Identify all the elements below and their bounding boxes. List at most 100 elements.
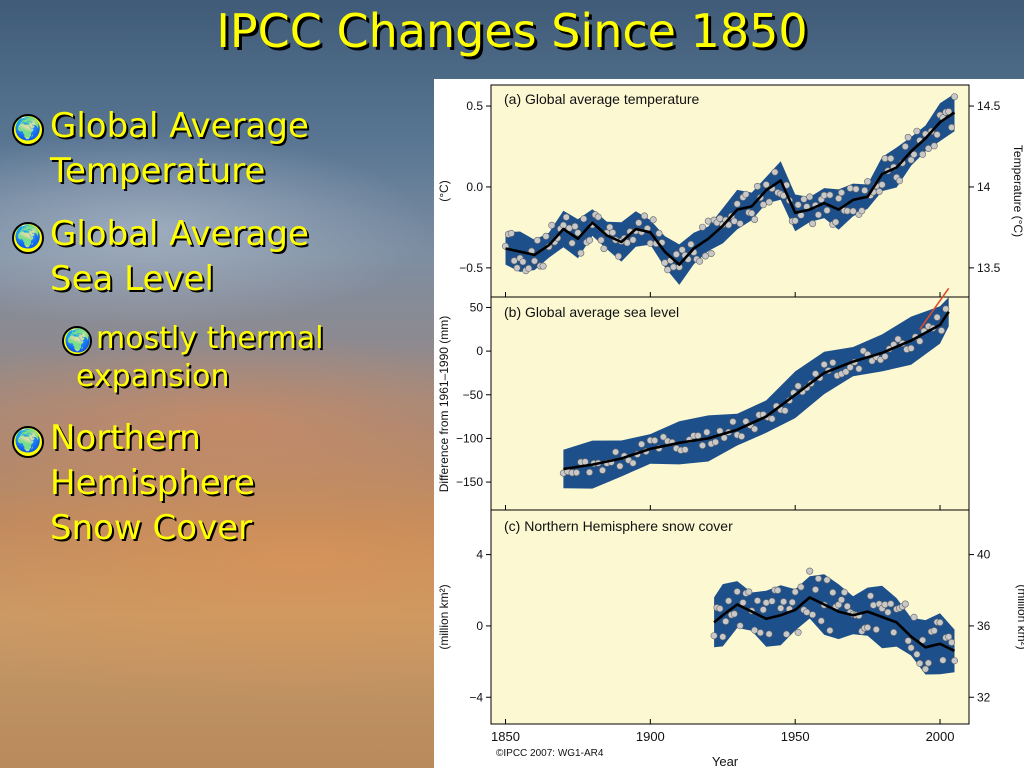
y-tick-label: −50 — [463, 388, 484, 402]
observation-point — [756, 629, 764, 637]
observation-point — [791, 217, 799, 225]
observation-point — [725, 221, 733, 229]
observation-point — [933, 313, 941, 321]
observation-point — [895, 177, 903, 185]
observation-point — [629, 459, 637, 467]
observation-point — [765, 198, 773, 206]
uncertainty-band-1 — [563, 297, 949, 489]
y-tick-label: −100 — [456, 431, 483, 445]
observation-point — [768, 415, 776, 423]
observation-point — [655, 229, 663, 237]
observation-point — [703, 428, 711, 436]
ipcc-figure: (a) Global average temperature (b) Globa… — [434, 79, 1024, 769]
observation-point — [678, 246, 686, 254]
y-tick-label: −150 — [456, 475, 483, 489]
observation-point — [753, 597, 761, 605]
observation-point — [638, 440, 646, 448]
observation-point — [616, 462, 624, 470]
observation-point — [573, 469, 581, 477]
y-tick-label: 0.5 — [466, 99, 483, 113]
observation-point — [907, 644, 915, 652]
observation-point — [800, 195, 808, 203]
observation-point — [765, 630, 773, 638]
observation-point — [921, 665, 929, 673]
observation-point — [875, 188, 883, 196]
observation-point — [696, 257, 704, 265]
observation-point — [794, 201, 802, 209]
observation-point — [738, 432, 746, 440]
satellite-series-line — [919, 287, 950, 330]
observation-point — [594, 213, 602, 221]
x-tick-label: 2000 — [926, 729, 955, 744]
observation-point — [864, 623, 872, 631]
observation-point — [707, 250, 715, 258]
panel-a-frame — [490, 84, 970, 298]
observation-point — [751, 425, 759, 433]
observation-point — [933, 131, 941, 139]
observation-point — [701, 252, 709, 260]
observation-point — [872, 625, 880, 633]
observation-point — [840, 588, 848, 596]
observation-point — [829, 588, 837, 596]
y-tick-label: 0.0 — [466, 180, 483, 194]
observation-point — [788, 598, 796, 606]
observation-point — [730, 610, 738, 618]
panel-b-title: (b) Global average sea level — [504, 304, 679, 320]
observation-point — [586, 468, 594, 476]
bullet-text-line1: Global Average — [50, 214, 309, 254]
observation-point — [599, 466, 607, 474]
observation-point — [711, 438, 719, 446]
observation-point — [600, 245, 608, 253]
observation-point — [881, 352, 889, 360]
globe-icon: 🌍 — [62, 326, 92, 356]
observation-point — [615, 252, 623, 260]
panel-a-ylabel-right: Temperature (°C) — [1011, 145, 1024, 237]
observation-point — [852, 185, 860, 193]
observation-point — [525, 264, 533, 272]
observation-point — [843, 602, 851, 610]
observation-point — [623, 239, 631, 247]
observation-point — [651, 436, 659, 444]
observation-point — [866, 592, 874, 600]
x-tick-label: 1950 — [781, 729, 810, 744]
observation-point — [574, 229, 582, 237]
y-right-tick-label: 36 — [977, 619, 991, 633]
observation-point — [751, 216, 759, 224]
observation-point — [829, 359, 837, 367]
observation-point — [887, 600, 895, 608]
observation-point — [904, 133, 912, 141]
observation-point — [794, 628, 802, 636]
x-tick-label: 1850 — [491, 729, 520, 744]
observation-point — [580, 215, 588, 223]
bullet-text-line2: expansion — [76, 359, 230, 394]
observation-point — [762, 599, 770, 607]
observation-point — [939, 656, 947, 664]
observation-point — [759, 201, 767, 209]
observation-point — [694, 432, 702, 440]
observation-point — [894, 335, 902, 343]
observation-point — [698, 441, 706, 449]
observation-point — [901, 143, 909, 151]
panel-c-ylabel: (million km²) — [437, 584, 451, 649]
observation-point — [698, 223, 706, 231]
slide-title: IPCC Changes Since 1850 — [216, 4, 808, 58]
observation-point — [809, 220, 817, 228]
ipcc-figure-svg: (a) Global average temperature (b) Globa… — [437, 84, 1024, 769]
observation-point — [858, 207, 866, 215]
observation-point — [531, 257, 539, 265]
observation-point — [739, 599, 747, 607]
observation-point — [730, 217, 738, 225]
observation-point — [814, 575, 822, 583]
observation-point — [913, 127, 921, 135]
observation-point — [826, 626, 834, 634]
observation-point — [806, 567, 814, 575]
observation-point — [782, 630, 790, 638]
observation-point — [559, 221, 567, 229]
observation-point — [777, 604, 785, 612]
observation-point — [823, 576, 831, 584]
observation-point — [869, 601, 877, 609]
observation-point — [811, 586, 819, 594]
observation-point — [586, 236, 594, 244]
observation-point — [916, 659, 924, 667]
bullet-text-line2: Sea Level — [50, 259, 214, 299]
